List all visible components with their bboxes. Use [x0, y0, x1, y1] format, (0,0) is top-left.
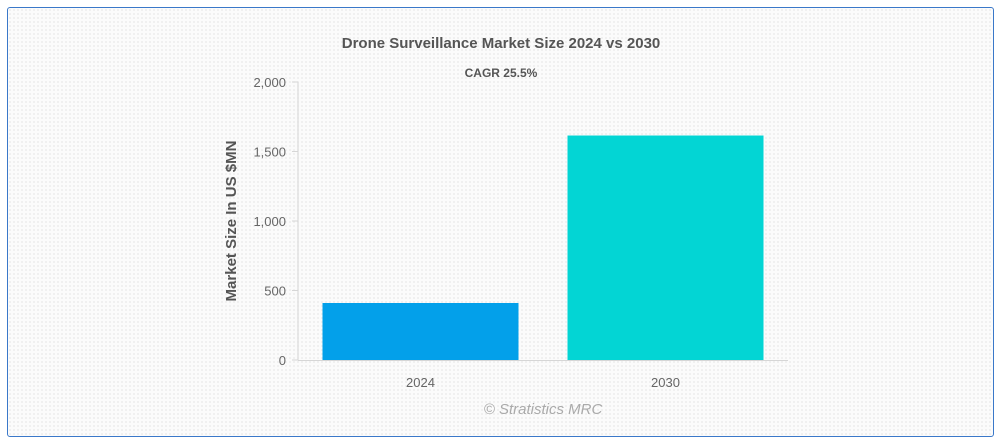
x-tick-label: 2030 — [651, 375, 680, 390]
chart-title: Drone Surveillance Market Size 2024 vs 2… — [342, 35, 661, 52]
chart-frame — [7, 7, 994, 437]
bar-2024 — [322, 303, 519, 360]
y-axis-label: Market Size In US $MN — [223, 141, 240, 302]
chart-subtitle: CAGR 25.5% — [465, 66, 538, 80]
y-tick-label: 1,000 — [253, 214, 286, 229]
credit-text: © Stratistics MRC — [484, 401, 603, 418]
y-tick-label: 0 — [279, 353, 286, 368]
y-tick-label: 2,000 — [253, 75, 286, 90]
x-tick-label: 2024 — [406, 375, 435, 390]
bars-group — [322, 135, 764, 360]
y-tick-label: 500 — [264, 284, 286, 299]
bar-2030 — [567, 135, 764, 360]
y-axis-ticks: 0 500 1,000 1,500 2,000 — [253, 75, 298, 368]
y-tick-label: 1,500 — [253, 145, 286, 160]
x-axis-ticks: 2024 2030 — [406, 375, 680, 390]
